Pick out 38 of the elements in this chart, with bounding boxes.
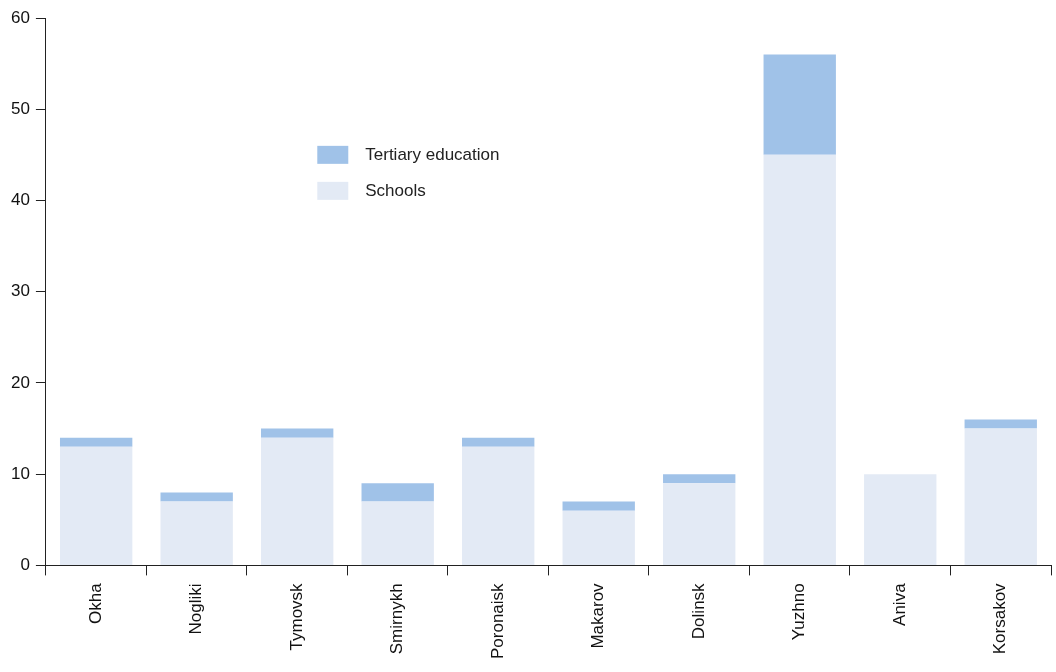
bar <box>361 483 434 502</box>
x-tick-label: Poronaisk <box>487 582 507 660</box>
y-tick-label: 40 <box>10 190 30 210</box>
x-tick-label: Aniva <box>889 582 909 626</box>
bar <box>59 437 133 447</box>
bar <box>763 54 836 155</box>
bar <box>462 437 535 447</box>
y-tick-label: 0 <box>20 555 30 575</box>
bar <box>59 446 133 565</box>
bar <box>964 428 1037 565</box>
bar <box>864 474 937 565</box>
x-tick-label: Korsakov <box>990 582 1010 655</box>
bar <box>160 501 233 565</box>
x-tick-label: Makarov <box>588 582 608 649</box>
bar <box>663 474 736 484</box>
x-tick-label: Smirnykh <box>387 583 407 655</box>
x-tick-label: Nogliki <box>186 583 206 635</box>
bar <box>964 419 1037 429</box>
bar <box>261 437 334 565</box>
legend-label: Tertiary education <box>365 144 500 164</box>
bar <box>562 501 635 511</box>
bar <box>261 428 334 438</box>
x-tick-label: Dolinsk <box>688 582 708 640</box>
bar <box>160 492 233 502</box>
y-tick-label: 10 <box>10 463 30 483</box>
bar <box>462 446 535 565</box>
y-tick-label: 60 <box>10 7 30 27</box>
y-tick-label: 50 <box>10 98 30 118</box>
x-tick-label: Yuzhno <box>789 583 809 641</box>
bar <box>663 483 736 565</box>
bar <box>763 154 836 565</box>
legend-label: Schools <box>365 180 426 200</box>
y-tick-label: 30 <box>10 281 30 301</box>
bar <box>361 501 434 565</box>
bar <box>562 510 635 565</box>
y-tick-label: 20 <box>10 372 30 392</box>
x-tick-label: Okha <box>85 582 105 625</box>
x-tick-label: Tymovsk <box>286 582 306 651</box>
